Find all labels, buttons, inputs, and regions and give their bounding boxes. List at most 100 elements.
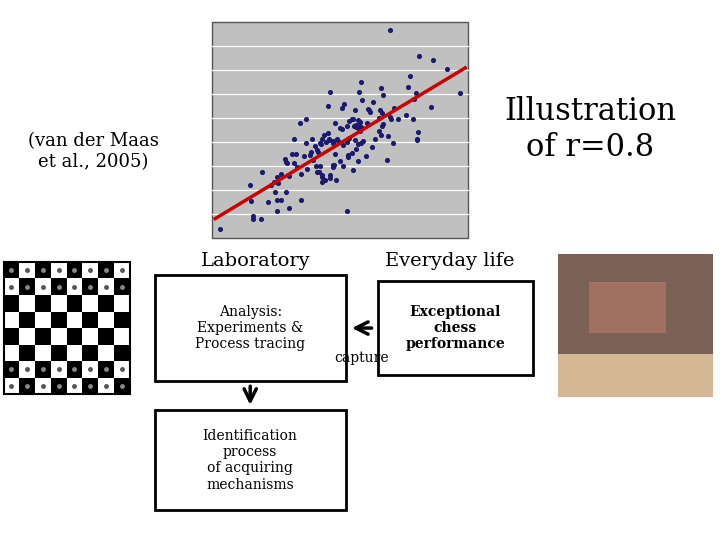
Bar (51, 312, 66, 328)
Point (329, 119, 341, 127)
Text: Everyday life: Everyday life (385, 252, 515, 270)
Point (386, 114, 397, 123)
Point (335, 157, 346, 166)
Bar (4, 345, 19, 361)
Bar (82, 361, 98, 377)
Bar (51, 361, 66, 377)
Bar (66, 377, 82, 394)
Point (323, 135, 334, 144)
Point (367, 98, 379, 106)
Point (300, 115, 312, 124)
Bar (19, 279, 35, 295)
Point (272, 179, 284, 187)
Point (348, 166, 359, 174)
Point (265, 181, 276, 190)
Point (312, 148, 324, 157)
Point (288, 134, 300, 143)
Bar (66, 345, 82, 361)
Point (441, 64, 453, 73)
Bar (155, 275, 346, 381)
Point (215, 225, 226, 233)
Bar (66, 295, 82, 312)
Bar (82, 328, 98, 345)
Bar (35, 262, 51, 279)
Bar (4, 361, 19, 377)
Point (310, 142, 321, 151)
Point (338, 162, 349, 171)
Bar (114, 361, 130, 377)
Bar (19, 312, 35, 328)
Bar (82, 377, 98, 394)
Point (311, 168, 323, 177)
Point (352, 140, 364, 149)
Point (280, 158, 292, 167)
Bar (4, 328, 19, 345)
Point (376, 84, 387, 92)
Point (316, 178, 328, 186)
Point (322, 102, 333, 111)
Point (353, 88, 364, 97)
Point (301, 164, 312, 173)
Point (349, 136, 361, 145)
Point (427, 56, 438, 64)
Bar (98, 279, 114, 295)
Point (341, 207, 353, 216)
Point (377, 109, 388, 117)
Point (387, 138, 398, 147)
Bar (4, 262, 19, 279)
Point (288, 158, 300, 167)
Point (332, 134, 343, 143)
Point (384, 26, 396, 35)
Point (320, 176, 331, 185)
Point (377, 91, 389, 99)
Text: Laboratory: Laboratory (201, 252, 310, 270)
Point (315, 161, 326, 170)
Point (271, 207, 283, 215)
Point (343, 153, 354, 161)
Point (357, 137, 369, 146)
Point (324, 171, 336, 179)
Text: capture: capture (335, 351, 389, 364)
Point (392, 114, 404, 123)
Point (375, 131, 387, 139)
Point (292, 163, 303, 171)
Point (354, 121, 365, 130)
Point (276, 170, 287, 179)
Point (323, 129, 334, 138)
Point (341, 138, 353, 146)
Point (310, 161, 321, 170)
Point (352, 157, 364, 165)
Point (304, 151, 315, 159)
Bar (66, 328, 82, 345)
Bar (212, 22, 468, 238)
Bar (4, 312, 19, 328)
Bar (378, 281, 533, 375)
Point (411, 134, 423, 143)
Point (295, 196, 307, 205)
Bar (19, 295, 35, 312)
Point (282, 159, 293, 167)
Point (384, 112, 395, 121)
Point (305, 147, 317, 156)
Bar (19, 377, 35, 394)
Bar (19, 328, 35, 345)
Point (382, 156, 393, 164)
Point (454, 89, 466, 98)
Point (361, 151, 372, 160)
Point (269, 178, 280, 186)
Bar (35, 361, 51, 377)
Point (351, 121, 362, 130)
Point (355, 77, 366, 86)
Point (269, 188, 281, 197)
Bar (4, 295, 19, 312)
Point (374, 113, 385, 122)
Point (336, 124, 348, 133)
Bar (82, 295, 98, 312)
Bar (114, 312, 130, 328)
Bar (51, 262, 66, 279)
Point (366, 143, 377, 151)
Bar (114, 328, 130, 345)
Point (320, 137, 331, 146)
Bar (4, 377, 19, 394)
Point (246, 197, 257, 205)
